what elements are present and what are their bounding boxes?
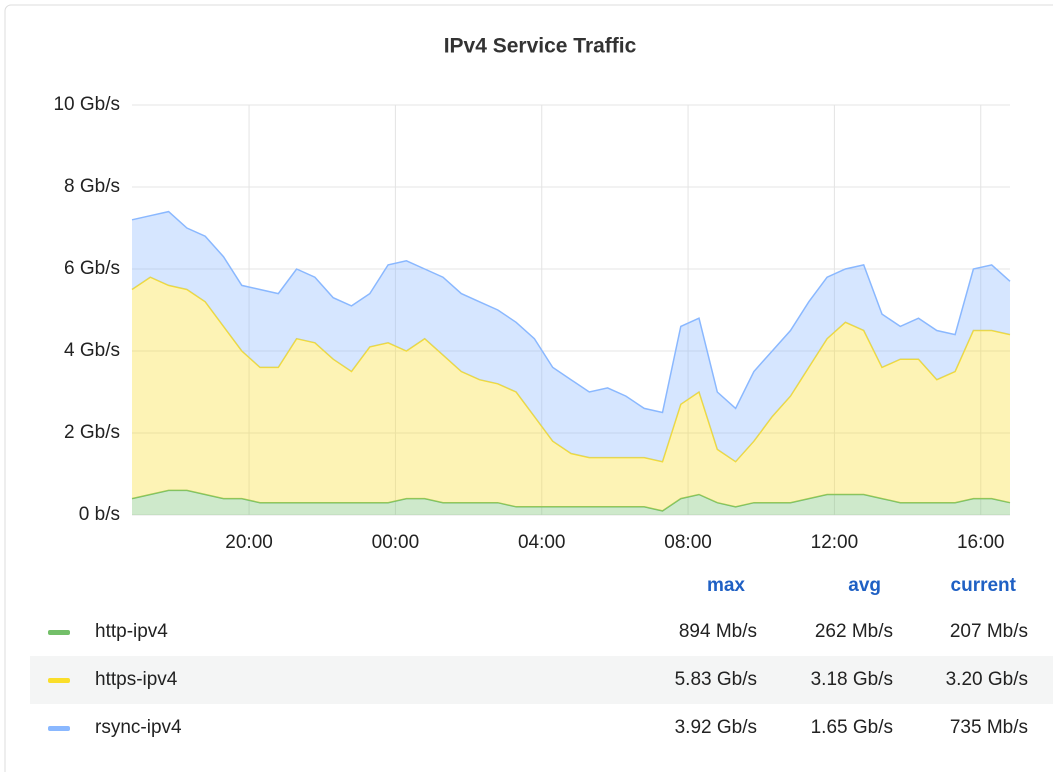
y-tick-label: 6 Gb/s bbox=[64, 258, 120, 279]
x-tick-label: 12:00 bbox=[811, 532, 859, 553]
y-tick-label: 10 Gb/s bbox=[53, 94, 120, 115]
legend-stat: 3.18 Gb/s bbox=[811, 669, 893, 690]
x-tick-label: 20:00 bbox=[225, 532, 273, 553]
y-tick-label: 2 Gb/s bbox=[64, 422, 120, 443]
legend-label[interactable]: https-ipv4 bbox=[95, 669, 178, 690]
legend-swatch bbox=[48, 726, 70, 731]
series-line bbox=[131, 489, 1011, 512]
legend-stat: 5.83 Gb/s bbox=[675, 669, 757, 690]
legend-stat: 1.65 Gb/s bbox=[811, 717, 893, 738]
x-tick-label: 16:00 bbox=[957, 532, 1005, 553]
legend-column-header[interactable]: current bbox=[951, 575, 1017, 596]
legend-stat: 3.20 Gb/s bbox=[946, 669, 1028, 690]
series-line bbox=[131, 210, 1011, 414]
legend-column-header[interactable]: max bbox=[707, 575, 745, 596]
legend-stat: 207 Mb/s bbox=[950, 621, 1028, 642]
legend-stat: 735 Mb/s bbox=[950, 717, 1028, 738]
legend-row-bg bbox=[30, 656, 1053, 704]
panel-title: IPv4 Service Traffic bbox=[444, 35, 637, 58]
area-fill bbox=[132, 211, 1010, 462]
y-tick-label: 8 Gb/s bbox=[64, 176, 120, 197]
x-tick-label: 00:00 bbox=[372, 532, 420, 553]
legend-stat: 3.92 Gb/s bbox=[675, 717, 757, 738]
series-line bbox=[131, 276, 1011, 463]
legend-swatch bbox=[48, 678, 70, 683]
legend-stat: 894 Mb/s bbox=[679, 621, 757, 642]
legend-column-header[interactable]: avg bbox=[848, 575, 881, 596]
legend-swatch bbox=[48, 630, 70, 635]
legend-stat: 262 Mb/s bbox=[815, 621, 893, 642]
legend-label[interactable]: rsync-ipv4 bbox=[95, 717, 182, 738]
x-tick-label: 04:00 bbox=[518, 532, 566, 553]
panel-border bbox=[4, 4, 1053, 772]
x-tick-label: 08:00 bbox=[664, 532, 712, 553]
y-tick-label: 0 b/s bbox=[79, 504, 120, 525]
y-tick-label: 4 Gb/s bbox=[64, 340, 120, 361]
area-fill bbox=[132, 277, 1010, 511]
legend-label[interactable]: http-ipv4 bbox=[95, 621, 168, 642]
area-fill bbox=[132, 490, 1010, 515]
